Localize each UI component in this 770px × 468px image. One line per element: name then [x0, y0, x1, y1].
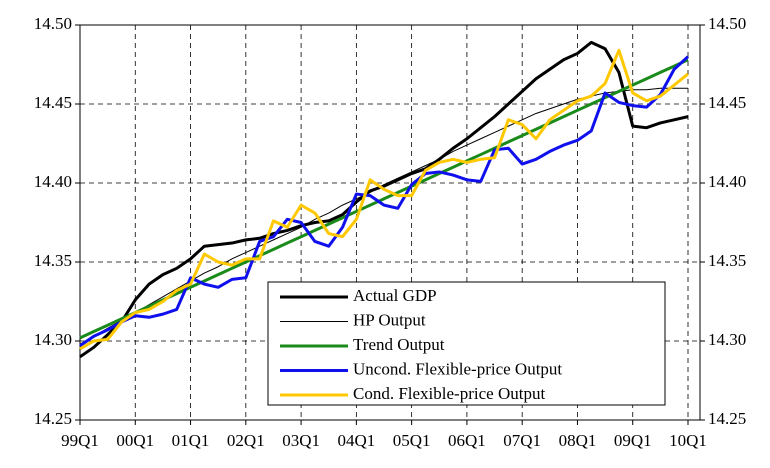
legend-label: Uncond. Flexible-price Output [353, 359, 562, 378]
y-tick-label: 14.40 [34, 172, 72, 191]
series-line [79, 40, 689, 359]
legend-label: HP Output [353, 310, 426, 329]
x-tick-label: 07Q1 [503, 431, 541, 450]
y-tick-label: 14.35 [34, 251, 72, 270]
plot-frame [79, 24, 701, 421]
y2-tick-label: 14.35 [708, 251, 746, 270]
x-tick-label: 06Q1 [448, 431, 486, 450]
y2-tick-label: 14.45 [708, 93, 746, 112]
x-tick-label: 04Q1 [337, 431, 375, 450]
legend-label: Actual GDP [353, 286, 437, 305]
series-line [79, 58, 689, 340]
x-tick-label: 10Q1 [669, 431, 707, 450]
legend-box [267, 281, 666, 406]
y-tick-label: 14.50 [34, 14, 72, 33]
x-tick-label: 08Q1 [559, 431, 597, 450]
x-tick-label: 05Q1 [393, 431, 431, 450]
y2-tick-label: 14.40 [708, 172, 746, 191]
x-tick-label: 00Q1 [116, 431, 154, 450]
y-tick-label: 14.45 [34, 93, 72, 112]
series-line [79, 55, 690, 347]
x-tick-label: 09Q1 [614, 431, 652, 450]
y2-tick-label: 14.50 [708, 14, 746, 33]
legend-label: Cond. Flexible-price Output [353, 384, 545, 403]
y2-tick-label: 14.25 [708, 409, 746, 428]
y2-tick-label: 14.30 [708, 330, 746, 349]
x-tick-label: 03Q1 [282, 431, 320, 450]
legend-label: Trend Output [353, 335, 445, 354]
x-tick-label: 99Q1 [61, 431, 99, 450]
x-tick-label: 02Q1 [227, 431, 265, 450]
x-tick-label: 01Q1 [172, 431, 210, 450]
series-line [79, 48, 689, 351]
y-tick-label: 14.30 [34, 330, 72, 349]
y-tick-label: 14.25 [34, 409, 72, 428]
